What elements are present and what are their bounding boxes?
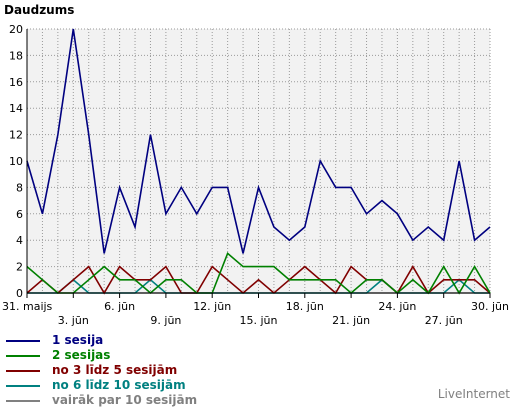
- chart-title: Daudzums: [4, 3, 74, 17]
- legend-swatch: [6, 354, 40, 357]
- x-tick-label: 21. jūn: [332, 314, 370, 327]
- x-tick-label: 31. maijs: [2, 300, 53, 313]
- y-tick-labels: 0 2 4 6 8 10 12 14 16 18 20: [9, 23, 23, 300]
- legend: 1 sesija 2 sesijas no 3 līdz 5 sesijām no 6…: [6, 333, 197, 408]
- y-tick-label: 6: [16, 208, 23, 221]
- legend-item: vairāk par 10 sesijām: [6, 393, 197, 408]
- legend-label: 2 sesijas: [52, 348, 111, 362]
- series-line: [26, 252, 491, 295]
- y-tick-label: 16: [9, 76, 23, 89]
- y-tick-label: 14: [9, 102, 23, 115]
- chart: Daudzums 0 2 4 6 8 10 12 14 16 18 20 31. maijs 3. j…: [2, 3, 509, 327]
- x-tick-label: 12. jūn: [193, 300, 231, 313]
- legend-label: vairāk par 10 sesijām: [52, 393, 198, 407]
- y-tick-label: 2: [16, 261, 23, 274]
- legend-swatch: [6, 384, 40, 387]
- legend-item: no 6 līdz 10 sesijām: [6, 378, 197, 393]
- x-tick-label: 18. jūn: [286, 300, 324, 313]
- legend-swatch: [6, 339, 40, 342]
- x-tick-label: 30. jūn: [471, 300, 509, 313]
- legend-item: no 3 līdz 5 sesijām: [6, 363, 197, 378]
- y-tick-label: 0: [16, 287, 23, 300]
- x-tick-label: 15. jūn: [240, 314, 278, 327]
- legend-label: 1 sesija: [52, 333, 104, 347]
- legend-item: 2 sesijas: [6, 348, 197, 363]
- series-line: [26, 28, 491, 254]
- x-tick-labels: 31. maijs 3. jūn 6. jūn 9. jūn 12. jūn 15. jū…: [2, 293, 509, 327]
- legend-swatch: [6, 399, 40, 402]
- x-tick-label: 27. jūn: [425, 314, 463, 327]
- y-tick-label: 8: [16, 181, 23, 194]
- legend-label: no 6 līdz 10 sesijām: [52, 378, 186, 392]
- x-tick-label: 3. jūn: [58, 314, 89, 327]
- legend-label: no 3 līdz 5 sesijām: [52, 363, 178, 377]
- legend-swatch: [6, 369, 40, 372]
- x-tick-label: 6. jūn: [104, 300, 135, 313]
- x-tick-label: 9. jūn: [150, 314, 181, 327]
- x-tick-label: 24. jūn: [378, 300, 416, 313]
- y-tick-label: 18: [9, 49, 23, 62]
- y-tick-label: 10: [9, 155, 23, 168]
- y-tick-label: 20: [9, 23, 23, 36]
- y-tick-label: 12: [9, 129, 23, 142]
- y-tick-label: 4: [16, 234, 23, 247]
- legend-item: 1 sesija: [6, 333, 197, 348]
- brand-label: LiveInternet: [437, 387, 510, 401]
